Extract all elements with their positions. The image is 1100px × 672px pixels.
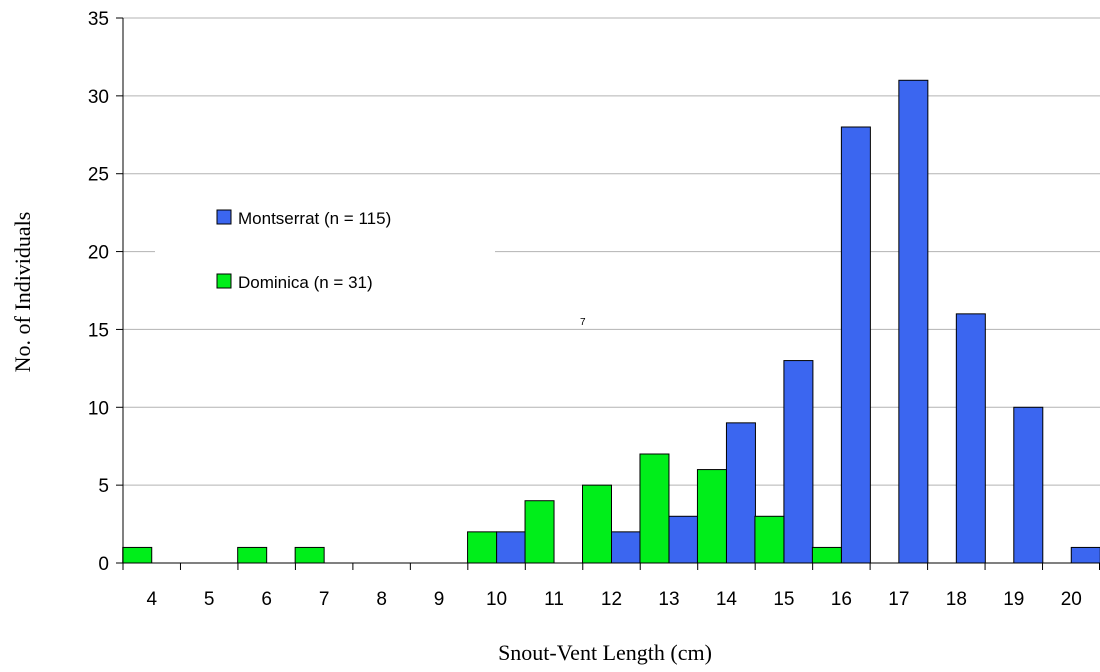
legend-label-montserrat: Montserrat (n = 115) (238, 209, 391, 228)
bar-montserrat-12 (611, 531, 641, 564)
bar-montserrat-15 (783, 360, 814, 564)
bar-dominica-13 (639, 453, 670, 564)
chart-annotation: 7 (580, 317, 586, 328)
bar-dominica-14 (696, 469, 727, 564)
y-tick-label-25: 25 (88, 165, 109, 186)
legend: Montserrat (n = 115) Dominica (n = 31) (216, 209, 391, 292)
bar-montserrat-13 (668, 515, 699, 564)
y-tick-label-30: 30 (88, 87, 109, 108)
bar-montserrat-14 (725, 422, 756, 564)
x-tick-label-13: 13 (658, 589, 679, 610)
x-tick-label-10: 10 (486, 589, 507, 610)
x-tick-label-8: 8 (376, 589, 387, 610)
x-axis-title: Snout-Vent Length (cm) (498, 640, 712, 665)
x-tick-label-20: 20 (1061, 589, 1082, 610)
bar-dominica-11 (524, 500, 555, 564)
legend-swatch-montserrat (216, 209, 232, 225)
x-tick-label-19: 19 (1003, 589, 1024, 610)
bar-dominica-6 (237, 546, 268, 564)
y-tick-label-20: 20 (88, 243, 109, 264)
legend-label-dominica: Dominica (n = 31) (238, 273, 373, 292)
bar-montserrat-19 (1013, 406, 1044, 564)
x-tick-label-12: 12 (601, 589, 622, 610)
bar-montserrat-16 (840, 126, 871, 564)
y-axis-title: No. of Individuals (10, 212, 35, 373)
bar-dominica-4 (122, 546, 153, 564)
bar-dominica-7 (294, 546, 325, 564)
x-tick-label-4: 4 (146, 589, 157, 610)
x-tick-label-17: 17 (888, 589, 909, 610)
x-tick-label-11: 11 (544, 589, 564, 610)
bar-dominica-10 (467, 531, 498, 564)
bar-dominica-12 (582, 484, 612, 564)
bar-montserrat-10 (496, 531, 527, 564)
bar-dominica-15 (754, 515, 785, 564)
bars (122, 79, 1100, 564)
bar-dominica-16 (811, 546, 842, 564)
x-tick-label-7: 7 (319, 589, 330, 610)
legend-swatch-dominica (216, 273, 232, 289)
y-tick-label-10: 10 (88, 398, 109, 419)
x-tick-label-16: 16 (831, 589, 852, 610)
y-tick-label-5: 5 (98, 476, 109, 497)
y-tick-label-15: 15 (88, 320, 109, 341)
x-tick-label-6: 6 (261, 589, 272, 610)
x-tick-label-14: 14 (716, 589, 738, 610)
bar-montserrat-18 (955, 313, 986, 564)
tick-labels: 0 5 10 15 20 25 30 35 4 5 6 7 8 9 10 11 12 13 14 15 16 17 18 19… (88, 9, 1082, 610)
x-tick-label-5: 5 (204, 589, 215, 610)
legend-background (155, 195, 495, 315)
x-tick-label-9: 9 (434, 589, 445, 610)
x-tick-label-15: 15 (773, 589, 794, 610)
bar-montserrat-20 (1070, 546, 1100, 564)
y-tick-label-35: 35 (88, 9, 109, 30)
y-tick-label-0: 0 (98, 554, 109, 575)
x-tick-label-18: 18 (946, 589, 967, 610)
bar-montserrat-17 (898, 79, 929, 564)
